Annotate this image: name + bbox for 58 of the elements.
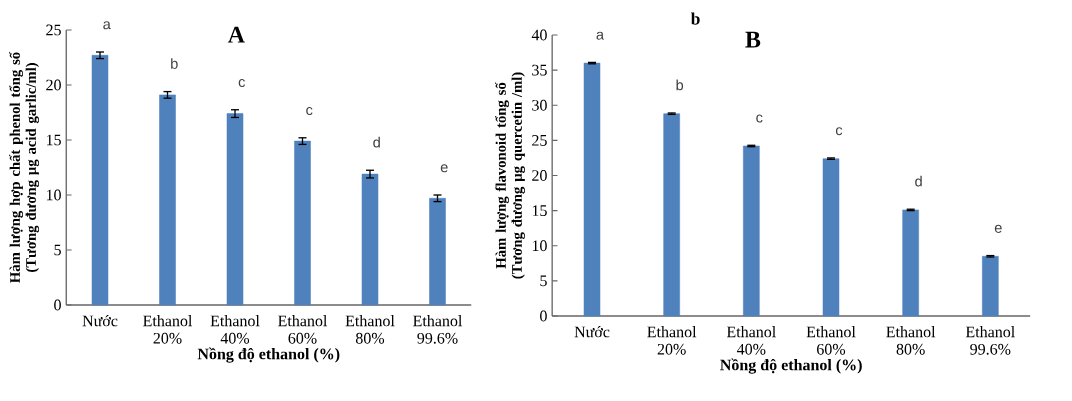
x-axis-title: Nồng độ ethanol (%) [197,347,340,363]
chart-title: A [227,26,245,43]
annotation: c [238,79,246,88]
y-tick-label: 30 [532,99,547,111]
y-tick-label: 5 [540,275,547,287]
x-tick-label: Nước [574,326,610,338]
x-tick-label: Ethanol 20% [143,315,193,344]
annotation: b [676,79,684,91]
annotation: b [171,58,178,69]
annotation: c [835,127,843,136]
y-tick-label: 25 [532,134,547,146]
y-tick-label: 5 [54,244,61,256]
bar [982,256,999,317]
chart-title: B [745,31,761,48]
bar [91,55,109,306]
annotation: d [915,175,922,187]
x-axis-title: Nồng độ ethanol (%) [720,358,862,374]
bar [583,62,601,317]
x-tick-label: Ethanol 80% [886,326,936,355]
x-tick-label: Ethanol 80% [345,315,395,344]
bar [663,113,680,317]
annotation: e [440,164,448,173]
y-tick-label: 15 [46,134,61,146]
y-tick-label: 25 [46,24,61,36]
bar [822,158,840,317]
y-tick-label: 10 [532,240,547,252]
x-tick-label: Ethanol 20% [647,326,697,355]
text: a [103,21,111,30]
x-tick-label: Ethanol 99.6% [413,315,463,344]
x-tick-label: Ethanol 60% [278,315,328,344]
x-tick-label: Ethanol 60% [806,326,856,355]
x-tick-label: Ethanol 40% [210,315,260,344]
y-tick-label: 40 [531,29,547,41]
annotation: a [596,31,605,40]
annotation: e [994,224,1002,233]
y-tick-label: 20 [532,170,547,181]
x-tick-label: Ethanol 40% [726,326,776,355]
y-axis-title: Hàm lượng flavonoid tổng số (Tương đương µg quercetin /ml) [495,72,525,279]
x-tick-label: Ethanol 99.6% [965,326,1015,355]
y-tick-label: 15 [532,205,547,216]
y-tick-label: 10 [46,189,61,201]
bar [429,198,446,306]
y-axis-title: Hàm lượng hợp chất phenol tổng số (Tương đương µg acid garlic/ml) [9,51,40,283]
bar [743,145,760,317]
annotation: c [306,107,313,116]
y-tick-label: 20 [46,79,61,91]
annotation: c [756,114,763,123]
y-tick-label: 0 [54,299,61,311]
annotation: d [373,136,380,148]
y-tick-label: 0 [540,310,547,322]
bar [294,140,311,306]
x-tick-label: Nước [82,315,118,327]
bar [159,94,176,306]
y-tick-label: 35 [532,64,547,76]
bar [902,209,919,317]
bar [226,113,244,306]
text: b [690,12,700,25]
bar [361,173,379,306]
